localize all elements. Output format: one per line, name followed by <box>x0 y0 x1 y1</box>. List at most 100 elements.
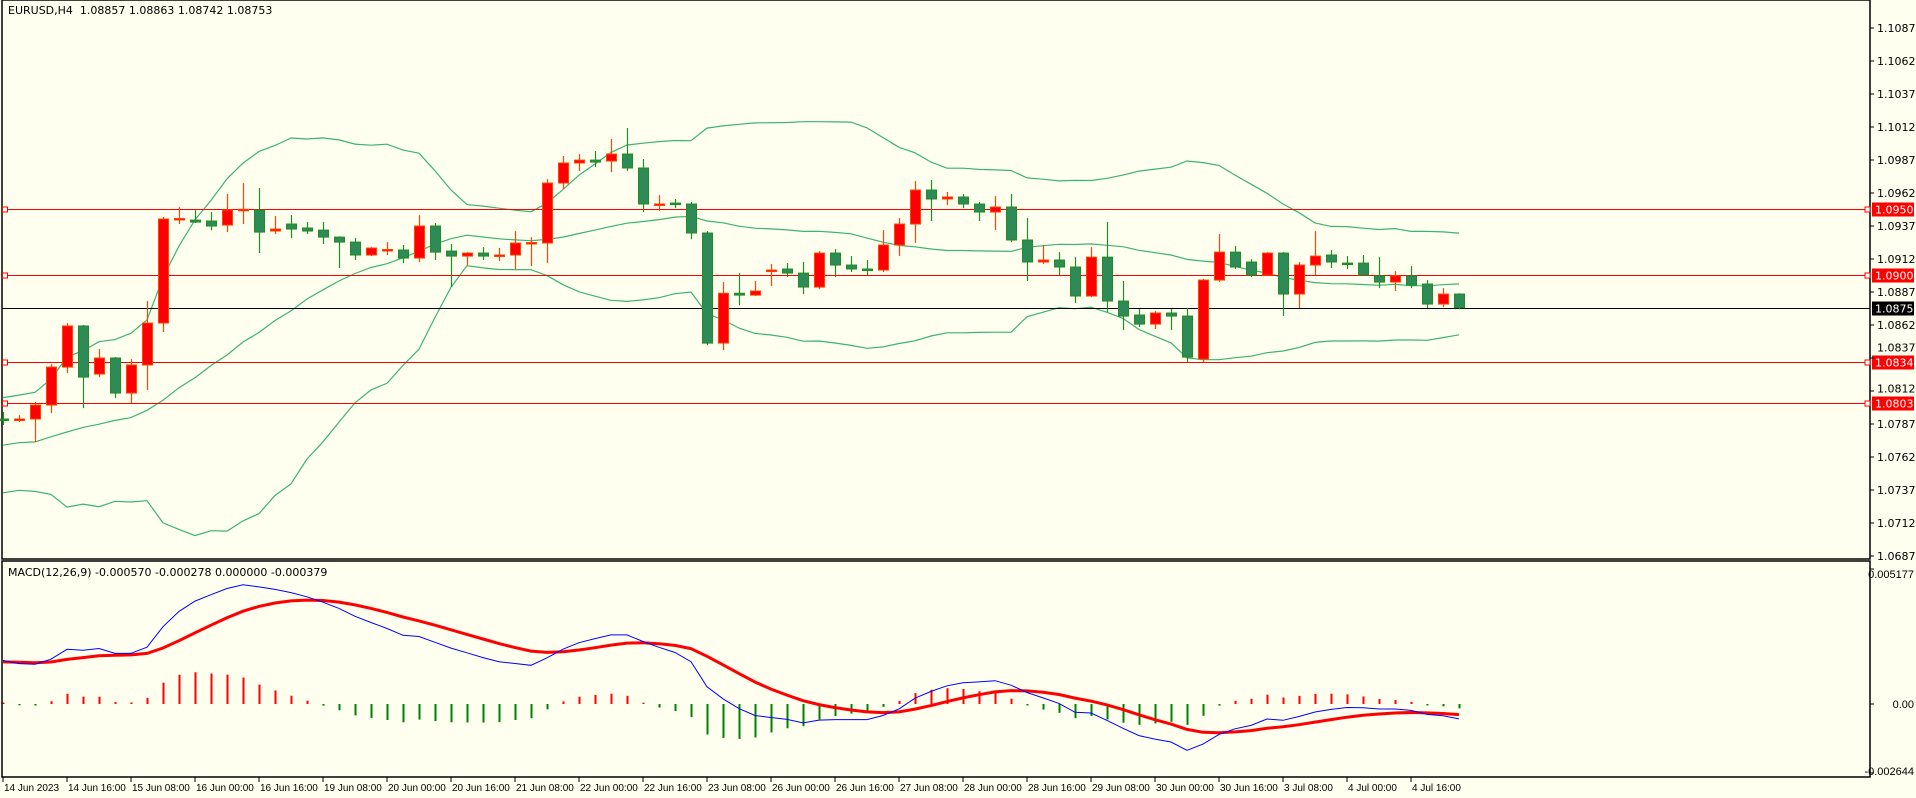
candle-body <box>1406 275 1417 286</box>
bear-candle <box>1166 309 1177 331</box>
bull-candle <box>574 154 585 172</box>
bear-candle <box>1326 250 1337 269</box>
candle-body <box>1246 261 1257 276</box>
bear-candle <box>78 325 89 409</box>
bear-candle <box>670 198 681 209</box>
bull-candle <box>1310 231 1321 276</box>
candle-body <box>782 268 793 274</box>
candle-body <box>174 218 185 221</box>
bear-candle <box>1230 246 1241 270</box>
candle-body <box>1086 256 1097 297</box>
bear-candle <box>110 357 121 399</box>
level-price-badge <box>1872 202 1914 217</box>
candle-body <box>830 252 841 266</box>
bull-candle <box>894 217 905 257</box>
candle-body <box>254 209 265 233</box>
price-tick-label: 1.07620 <box>1877 451 1916 464</box>
candle-body <box>958 196 969 205</box>
time-tick-label: 28 Jun 16:00 <box>1028 783 1086 794</box>
candle-body <box>1006 206 1017 241</box>
bull-candle <box>382 242 393 256</box>
candle-body <box>78 325 89 378</box>
price-tick-label: 1.10625 <box>1877 55 1916 68</box>
level-anchor-handle <box>1864 359 1871 366</box>
bull-candle <box>270 216 281 235</box>
time-tick-label: 30 Jun 00:00 <box>1156 783 1214 794</box>
candle-body <box>974 203 985 213</box>
candle-body <box>1022 239 1033 263</box>
bull-candle <box>510 231 521 270</box>
level-price-label: 1.09500 <box>1875 204 1916 217</box>
bear-candle <box>1102 222 1113 312</box>
bear-candle <box>1134 309 1145 328</box>
candle-body <box>1390 275 1401 283</box>
candle-body <box>302 227 313 232</box>
bear-candle <box>830 249 841 278</box>
candle-body <box>798 272 809 288</box>
bull-candle <box>1038 245 1049 264</box>
price-tick-label: 1.09370 <box>1877 220 1916 233</box>
time-tick-label: 30 Jun 16:00 <box>1220 783 1278 794</box>
candle-body <box>366 247 377 256</box>
bull-candle <box>606 139 617 173</box>
bear-candle <box>254 188 265 254</box>
level-anchor-handle <box>1864 400 1871 407</box>
bear-candle <box>1374 257 1385 289</box>
macd-axis: 0.005177 0.00 -0.002644 <box>1864 568 1914 778</box>
bull-candle <box>126 359 137 404</box>
bear-candle <box>1246 259 1257 278</box>
candle-body <box>30 404 41 420</box>
candle-body <box>46 366 57 406</box>
time-tick-label: 22 Jun 16:00 <box>644 783 702 794</box>
candle-body <box>910 189 921 225</box>
candle-body <box>702 232 713 344</box>
bull-candle <box>1262 252 1273 276</box>
candle-body <box>382 248 393 252</box>
main-pane-frame <box>1 0 1871 560</box>
candle-body <box>1150 312 1161 325</box>
bull-candle <box>1438 288 1449 308</box>
macd-header: MACD(12,26,9) -0.000570 -0.000278 0.0000… <box>8 566 328 579</box>
bull-candle <box>142 301 153 391</box>
bear-candle <box>430 222 441 261</box>
bear-candle <box>478 247 489 261</box>
macd-main-line <box>2 584 1460 751</box>
candle-body <box>542 182 553 244</box>
price-tick-label: 1.08870 <box>1877 286 1916 299</box>
candle-body <box>1054 259 1065 268</box>
candle-body <box>926 189 937 200</box>
candle-body <box>334 236 345 243</box>
candles <box>0 128 1465 443</box>
bear-candle <box>1182 308 1193 363</box>
macd-pane-frame <box>1 560 1871 778</box>
bear-candle <box>398 245 409 264</box>
candle-body <box>606 153 617 162</box>
bull-candle <box>366 247 377 257</box>
price-tick-label: 1.08120 <box>1877 383 1916 396</box>
bollinger-lower-band <box>2 265 1460 537</box>
candle-body <box>238 208 249 212</box>
bull-candle <box>526 237 537 267</box>
time-tick-label: 20 Jun 00:00 <box>388 783 446 794</box>
bear-candle <box>190 210 201 223</box>
candle-body <box>318 229 329 238</box>
candle-body <box>638 167 649 205</box>
time-tick-label: 23 Jun 08:00 <box>708 783 766 794</box>
bear-candle <box>302 222 313 235</box>
candle-body <box>1358 262 1369 276</box>
bull-candle <box>1294 262 1305 309</box>
price-tick-label: 1.10370 <box>1877 88 1916 101</box>
price-tick-label: 1.07120 <box>1877 517 1916 530</box>
bear-candle <box>974 202 985 222</box>
price-tick-label: 1.09120 <box>1877 253 1916 266</box>
candle-body <box>654 203 665 207</box>
bear-candle <box>350 238 361 261</box>
time-tick-label: 28 Jun 00:00 <box>964 783 1022 794</box>
bear-candle <box>702 231 713 346</box>
candle-body <box>142 322 153 366</box>
bull-candle <box>158 217 169 333</box>
bull-candle <box>1214 234 1225 283</box>
bear-candle <box>446 244 457 288</box>
